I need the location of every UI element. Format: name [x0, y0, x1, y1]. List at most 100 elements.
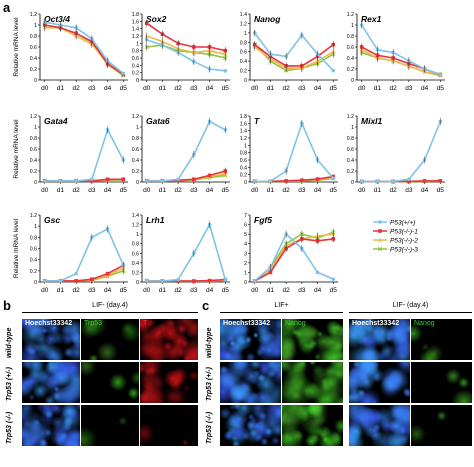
- y-tick-label: 0.2: [240, 69, 247, 75]
- panel-c-column-label: Hoechst33342: [352, 320, 400, 327]
- x-tick-label: d2: [283, 187, 291, 194]
- data-point: [268, 270, 273, 275]
- data-point: [58, 279, 63, 283]
- chart-title: Gata6: [146, 116, 170, 126]
- y-tick-label: 0.4: [132, 261, 139, 267]
- x-tick-label: d3: [88, 287, 96, 294]
- series-line: [254, 44, 334, 72]
- panel-b-column-label: Hoechst33342: [25, 320, 73, 327]
- series-line: [146, 120, 226, 182]
- data-point: [144, 179, 149, 183]
- data-point: [252, 279, 257, 283]
- x-tick-label: d4: [104, 287, 112, 294]
- y-tick-label: 1.2: [30, 114, 37, 120]
- chart-title: Mixl1: [361, 116, 383, 126]
- series-line: [254, 46, 334, 69]
- y-tick-label: 1: [34, 23, 37, 29]
- data-point: [74, 271, 78, 276]
- data-point: [223, 69, 228, 73]
- y-tick-label: 0.8: [347, 136, 354, 142]
- chart-title: Oct3/4: [44, 14, 70, 24]
- y-tick-label: 1: [351, 23, 354, 29]
- x-tick-label: d0: [251, 85, 259, 92]
- series-line: [254, 232, 334, 282]
- data-point: [105, 177, 110, 182]
- y-tick-label: 0.8: [347, 34, 354, 40]
- y-axis-label: Relative mRNA level: [13, 218, 20, 278]
- x-tick-label: d5: [120, 287, 128, 294]
- y-tick-label: 1.2: [132, 223, 139, 229]
- panel-b-image: [81, 405, 139, 446]
- x-tick-label: d3: [88, 187, 96, 194]
- data-point: [268, 179, 273, 184]
- legend-marker: [378, 237, 382, 242]
- series-line: [44, 24, 124, 76]
- data-point: [74, 279, 78, 283]
- y-tick-label: 0.4: [132, 158, 139, 164]
- y-tick-label: 1.2: [30, 213, 37, 219]
- x-tick-label: d0: [143, 85, 151, 92]
- x-tick-label: d3: [190, 287, 198, 294]
- y-tick-label: 0: [34, 280, 37, 286]
- y-tick-label: 0.2: [347, 67, 354, 73]
- x-tick-label: d1: [57, 287, 65, 294]
- panel-b-column-label: Trp53: [84, 320, 103, 327]
- y-tick-label: 0.4: [30, 56, 37, 62]
- y-tick-label: 0.8: [30, 136, 37, 142]
- y-tick-label: 1: [244, 143, 247, 149]
- y-tick-label: 6: [244, 223, 247, 229]
- x-tick-label: d3: [405, 187, 413, 194]
- y-tick-label: 3: [244, 251, 247, 257]
- y-tick-label: 0.6: [347, 147, 354, 153]
- y-tick-label: 0.4: [347, 158, 354, 164]
- data-point: [90, 177, 94, 182]
- data-point: [315, 270, 320, 275]
- y-tick-label: 1: [34, 224, 37, 230]
- panel-c-image: [349, 319, 410, 360]
- x-tick-label: d1: [374, 85, 382, 92]
- data-point: [42, 179, 47, 183]
- y-tick-label: 0: [136, 280, 139, 286]
- y-tick-label: 0.6: [240, 158, 247, 164]
- y-tick-label: 0.2: [132, 169, 139, 175]
- y-tick-label: 1.2: [240, 21, 247, 27]
- condition-bracket: [349, 312, 472, 313]
- chart-title: Lrh1: [146, 215, 165, 225]
- panel-b-image: [140, 362, 198, 403]
- legend-marker: [378, 220, 382, 224]
- y-tick-label: 0.4: [30, 158, 37, 164]
- series-line: [146, 35, 226, 56]
- panel-b-image: [22, 405, 80, 446]
- condition-bracket: [22, 312, 198, 313]
- data-point: [375, 179, 380, 184]
- chart-title: Rex1: [361, 14, 382, 24]
- data-point: [407, 177, 411, 182]
- y-tick-label: 0.2: [132, 270, 139, 276]
- y-tick-label: 0.2: [30, 169, 37, 175]
- panel-c-row-label: Trp53 (-/-): [206, 411, 213, 444]
- panel-c-condition-lif-minus: LIF- (day.4): [392, 302, 429, 309]
- y-tick-label: 0: [244, 78, 247, 84]
- x-tick-label: d5: [120, 187, 128, 194]
- y-tick-label: 0.6: [132, 251, 139, 257]
- data-point: [331, 176, 336, 181]
- y-tick-label: 0.2: [347, 169, 354, 175]
- data-point: [58, 179, 63, 183]
- series-line: [361, 121, 442, 183]
- x-tick-label: d4: [314, 287, 322, 294]
- series-line: [44, 21, 124, 75]
- y-axis-label: Relative mRNA level: [13, 17, 20, 77]
- series-line: [361, 49, 441, 76]
- x-tick-label: d1: [267, 287, 275, 294]
- y-tick-label: 0.2: [30, 269, 37, 275]
- chart-title: Fgf5: [254, 215, 272, 225]
- series-line: [44, 127, 125, 182]
- y-tick-label: 1.8: [240, 114, 247, 120]
- x-tick-label: d3: [298, 85, 306, 92]
- x-tick-label: d1: [57, 187, 65, 194]
- y-tick-label: 1.6: [132, 19, 139, 25]
- y-tick-label: 0.4: [30, 258, 37, 264]
- series-line: [146, 38, 226, 72]
- panel-b-row-label: Trp53 (-/-): [6, 411, 13, 444]
- data-point: [207, 278, 212, 283]
